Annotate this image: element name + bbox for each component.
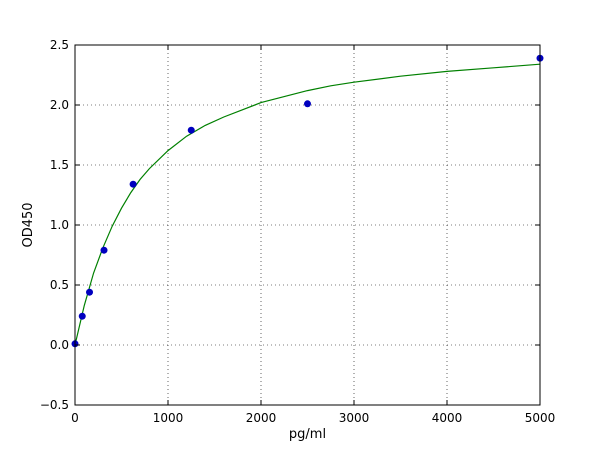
x-tick-label: 0: [71, 411, 79, 425]
y-tick-label: 2.0: [50, 98, 69, 112]
data-point: [304, 100, 311, 108]
y-tick-label: −0.5: [40, 398, 69, 412]
data-point: [100, 246, 108, 254]
y-tick-label: 0.5: [50, 278, 69, 292]
fit-curve-line: [74, 63, 541, 346]
y-tick-label: 1.0: [50, 218, 69, 232]
fit-curve-layer: [74, 63, 541, 346]
x-tick-label: 5000: [525, 411, 556, 425]
ticks: 0 1000 2000 3000 4000 5000 −0.5 0.0 0.5 1.0 1.5 2.0…: [40, 38, 555, 425]
y-tick-label: 0.0: [50, 338, 69, 352]
x-tick-label: 1000: [153, 411, 184, 425]
x-tick-label: 4000: [432, 411, 463, 425]
data-point: [129, 180, 137, 188]
x-tick-label: 2000: [246, 411, 277, 425]
x-tick-label: 3000: [339, 411, 370, 425]
data-point: [86, 288, 94, 296]
data-points-layer: [71, 54, 544, 348]
data-point: [187, 126, 195, 134]
x-axis-label: pg/ml: [289, 427, 326, 442]
y-axis-label: OD450: [21, 202, 36, 247]
grid: [74, 44, 541, 406]
y-tick-label: 2.5: [50, 38, 69, 52]
y-tick-label: 1.5: [50, 158, 69, 172]
data-point: [78, 312, 86, 320]
